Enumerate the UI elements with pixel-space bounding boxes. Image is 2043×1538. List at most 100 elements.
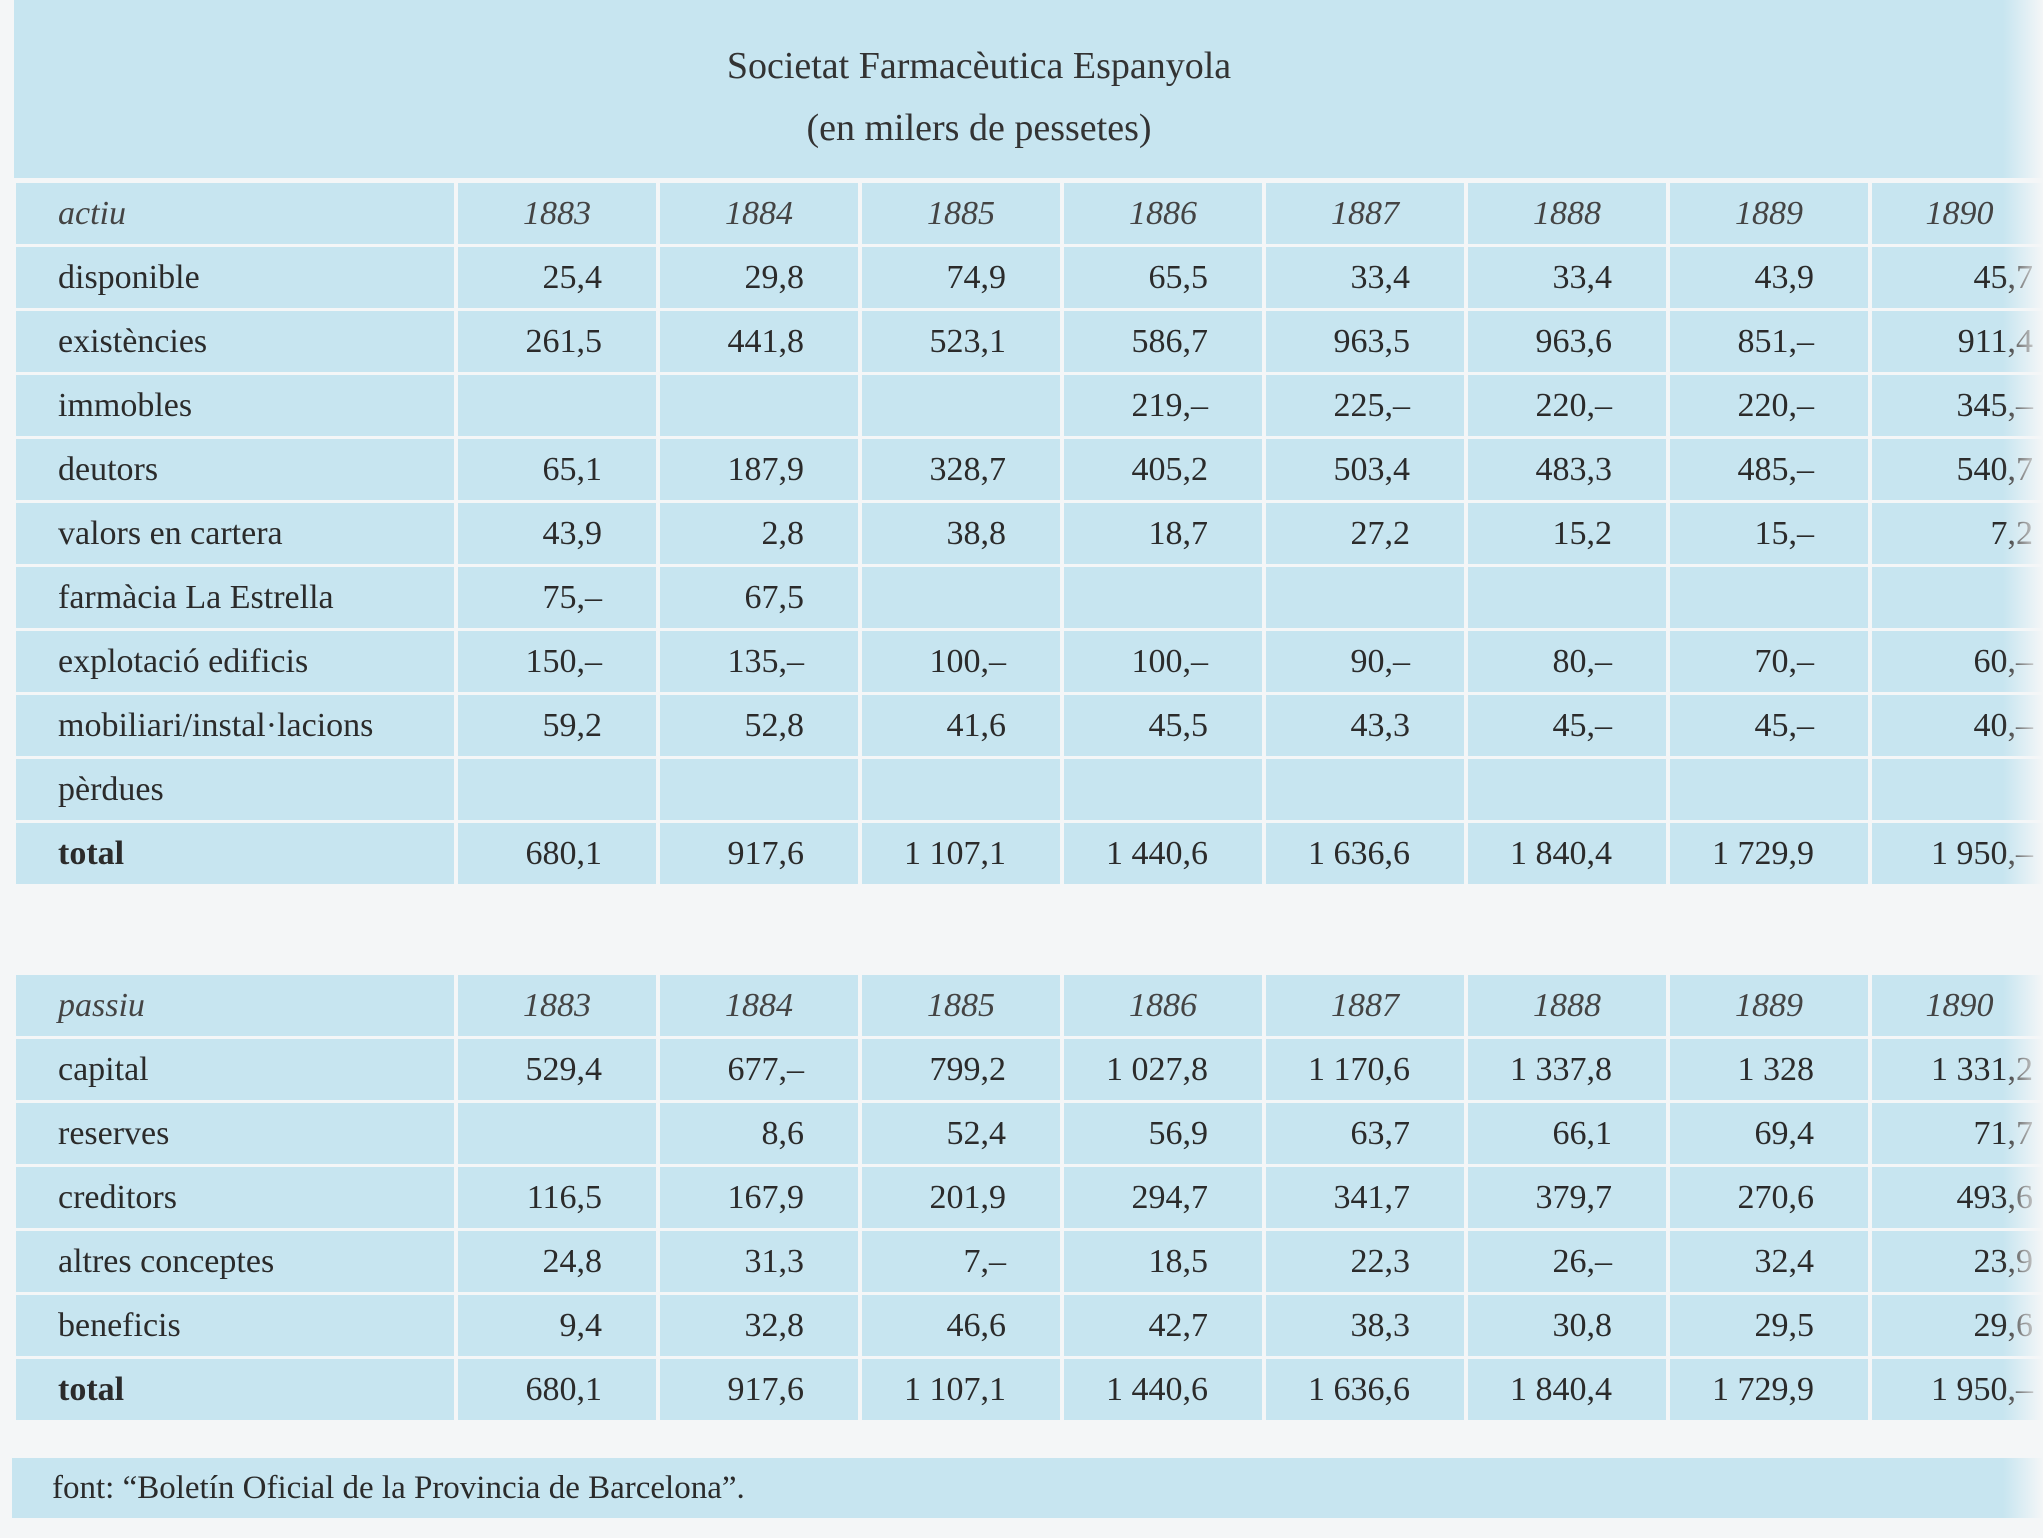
cell-value: 963,5 (1266, 311, 1464, 372)
cell-value: 1 027,8 (1064, 1039, 1262, 1100)
cell-value: 261,5 (458, 311, 656, 372)
cell-value: 15,– (1670, 503, 1868, 564)
cell-value: 56,9 (1064, 1103, 1262, 1164)
cell-value: 29,5 (1670, 1295, 1868, 1356)
row-label: capital (16, 1039, 454, 1100)
cell-value: 270,6 (1670, 1167, 1868, 1228)
row-label: immobles (16, 375, 454, 436)
year-header: 1883 (458, 183, 656, 244)
cell-value: 59,2 (458, 695, 656, 756)
cell-value: 90,– (1266, 631, 1464, 692)
cell-value: 8,6 (660, 1103, 858, 1164)
cell-value (458, 759, 656, 820)
cell-value: 25,4 (458, 247, 656, 308)
cell-value: 220,– (1670, 375, 1868, 436)
cell-value: 379,7 (1468, 1167, 1666, 1228)
cell-value: 52,8 (660, 695, 858, 756)
table-row: creditors 116,5 167,9 201,9 294,7 341,7 379,7 2… (16, 1167, 2043, 1228)
year-header: 1889 (1670, 183, 1868, 244)
total-value: 1 440,6 (1064, 1359, 1262, 1420)
cell-value (1064, 759, 1262, 820)
cell-value: 677,– (660, 1039, 858, 1100)
cell-value: 529,4 (458, 1039, 656, 1100)
row-label: farmàcia La Estrella (16, 567, 454, 628)
cell-value: 135,– (660, 631, 858, 692)
cell-value: 32,4 (1670, 1231, 1868, 1292)
total-label: total (16, 823, 454, 884)
cell-value: 31,3 (660, 1231, 858, 1292)
cell-value: 799,2 (862, 1039, 1060, 1100)
total-value: 1 729,9 (1670, 823, 1868, 884)
cell-value: 100,– (862, 631, 1060, 692)
cell-value (1266, 567, 1464, 628)
table-subtitle: (en milers de pessetes) (806, 107, 1152, 149)
table-title: Societat Farmacèutica Espanyola (726, 45, 1232, 87)
row-label: pèrdues (16, 759, 454, 820)
cell-value: 523,1 (862, 311, 1060, 372)
total-value: 1 440,6 (1064, 823, 1262, 884)
cell-value (862, 375, 1060, 436)
cell-value: 46,6 (862, 1295, 1060, 1356)
cell-value: 66,1 (1468, 1103, 1666, 1164)
year-header: 1887 (1266, 183, 1464, 244)
cell-value: 225,– (1266, 375, 1464, 436)
table-row: altres conceptes 24,8 31,3 7,– 18,5 22,3 26,– 3… (16, 1231, 2043, 1292)
cell-value: 405,2 (1064, 439, 1262, 500)
cell-value (660, 375, 858, 436)
year-header: 1888 (1468, 183, 1666, 244)
table-header: Societat Farmacèutica Espanyola (en mile… (14, 0, 2043, 178)
cell-value: 43,9 (1670, 247, 1868, 308)
cell-value: 150,– (458, 631, 656, 692)
table-row: capital 529,4 677,– 799,2 1 027,8 1 170,6 1 33… (16, 1039, 2043, 1100)
source-note: font: “Boletín Oficial de la Provincia d… (12, 1458, 2043, 1518)
cell-value: 43,3 (1266, 695, 1464, 756)
cell-value: 15,2 (1468, 503, 1666, 564)
cell-value: 7,– (862, 1231, 1060, 1292)
cell-value: 167,9 (660, 1167, 858, 1228)
year-header: 1884 (660, 183, 858, 244)
cell-value: 503,4 (1266, 439, 1464, 500)
table-row: pèrdues (16, 759, 2043, 820)
cell-value: 441,8 (660, 311, 858, 372)
cell-value (1670, 759, 1868, 820)
cell-value: 69,4 (1670, 1103, 1868, 1164)
year-header: 1888 (1468, 975, 1666, 1036)
cell-value: 586,7 (1064, 311, 1262, 372)
row-label: altres conceptes (16, 1231, 454, 1292)
passiu-table: passiu 1883 1884 1885 1886 1887 1888 1889 1890 ca… (12, 972, 2043, 1423)
cell-value: 1 170,6 (1266, 1039, 1464, 1100)
cell-value: 42,7 (1064, 1295, 1262, 1356)
row-label: explotació edificis (16, 631, 454, 692)
cell-value (862, 567, 1060, 628)
year-header: 1884 (660, 975, 858, 1036)
cell-value (458, 375, 656, 436)
cell-value: 341,7 (1266, 1167, 1464, 1228)
year-header: 1886 (1064, 975, 1262, 1036)
row-label: mobiliari/instal·lacions (16, 695, 454, 756)
cell-value (1468, 567, 1666, 628)
cell-value (1266, 759, 1464, 820)
cell-value: 116,5 (458, 1167, 656, 1228)
total-value: 680,1 (458, 1359, 656, 1420)
cell-value (458, 1103, 656, 1164)
cell-value: 27,2 (1266, 503, 1464, 564)
total-value: 1 729,9 (1670, 1359, 1868, 1420)
cell-value: 294,7 (1064, 1167, 1262, 1228)
actiu-heading: actiu (16, 183, 454, 244)
cell-value: 963,6 (1468, 311, 1666, 372)
cell-value: 43,9 (458, 503, 656, 564)
cell-value: 328,7 (862, 439, 1060, 500)
total-value: 1 636,6 (1266, 1359, 1464, 1420)
table-row: mobiliari/instal·lacions 59,2 52,8 41,6 45,5… (16, 695, 2043, 756)
table-row: farmàcia La Estrella 75,– 67,5 (16, 567, 2043, 628)
cell-value: 65,5 (1064, 247, 1262, 308)
total-label: total (16, 1359, 454, 1420)
cell-value (862, 759, 1060, 820)
cell-value: 45,5 (1064, 695, 1262, 756)
cell-value: 483,3 (1468, 439, 1666, 500)
cell-value (1670, 567, 1868, 628)
year-header: 1886 (1064, 183, 1262, 244)
row-label: reserves (16, 1103, 454, 1164)
cell-value: 70,– (1670, 631, 1868, 692)
